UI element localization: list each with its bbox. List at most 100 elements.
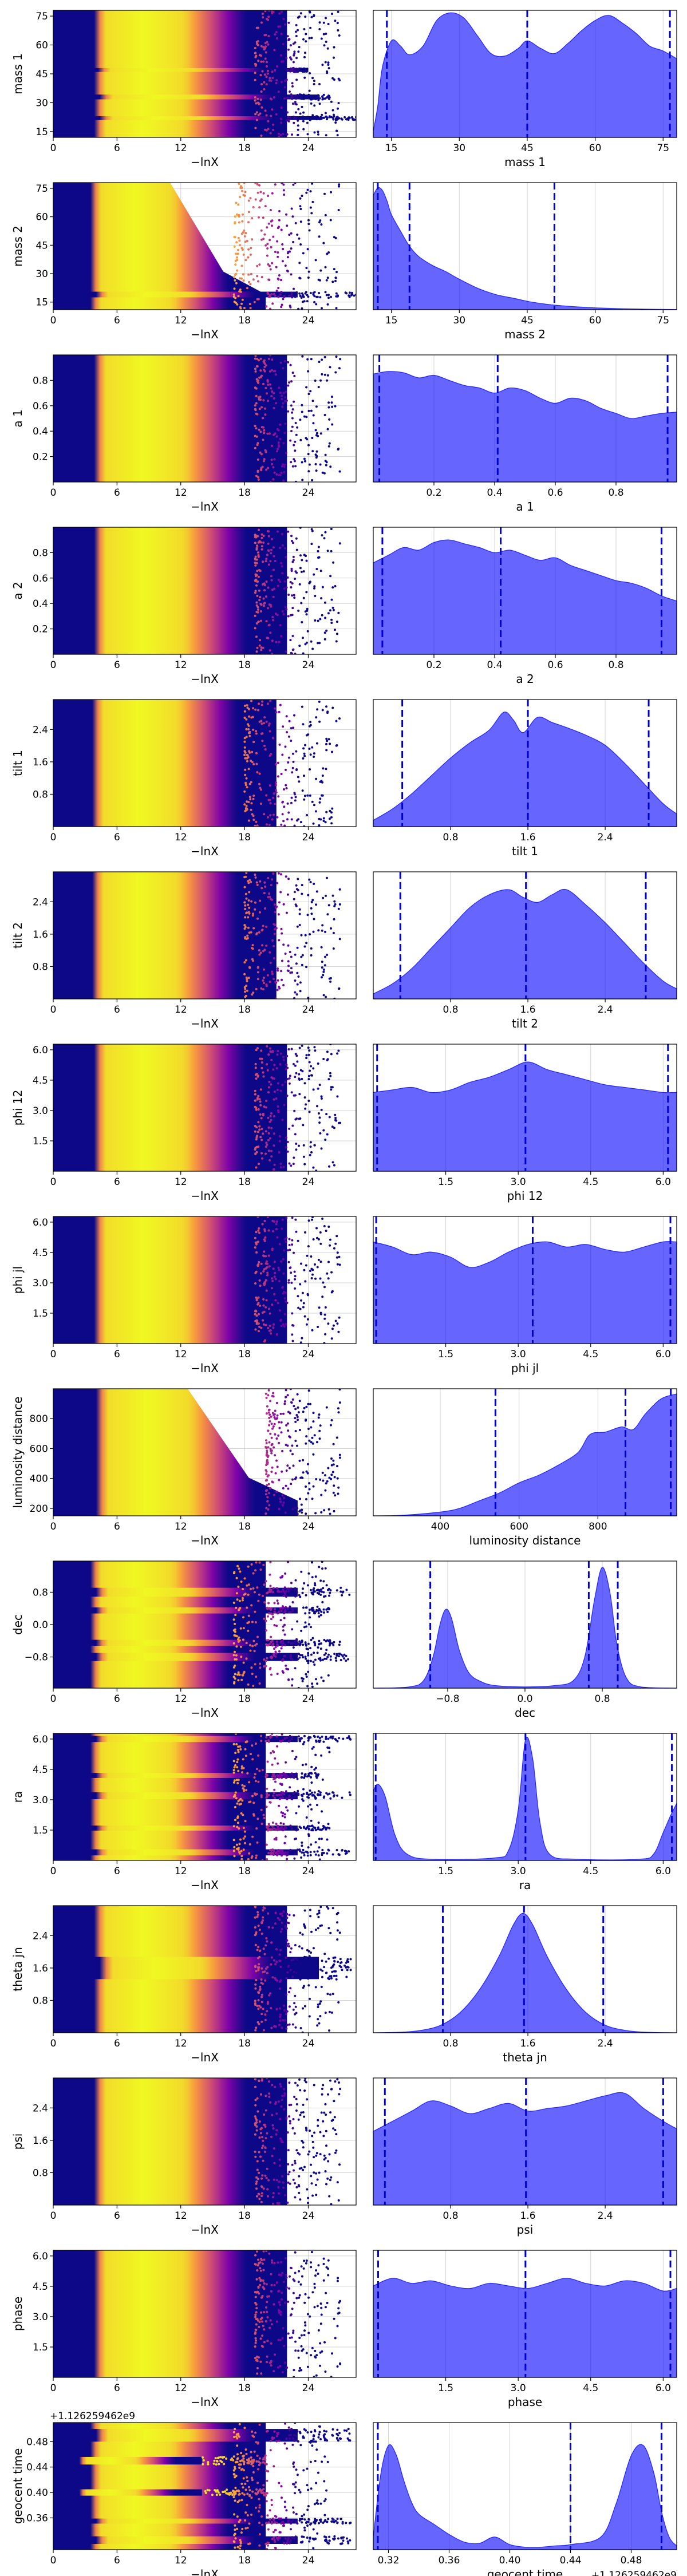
x-tick-label: 800 — [589, 1521, 607, 1532]
sample-point — [267, 1126, 270, 1129]
x-tick-label: 2.4 — [598, 2038, 613, 2049]
sample-point — [268, 2095, 271, 2098]
sample-point — [275, 1838, 278, 1841]
x-tick-label: 1.5 — [438, 1866, 453, 1877]
sample-point — [258, 720, 261, 723]
sample-point — [284, 1643, 287, 1646]
sample-point — [242, 1627, 245, 1630]
sample-point — [340, 1653, 343, 1656]
sample-point — [275, 2133, 278, 2136]
sample-point — [266, 1606, 269, 1609]
sample-point — [317, 619, 319, 622]
sample-point — [282, 442, 285, 445]
sample-point — [266, 1262, 269, 1265]
sample-point — [328, 1116, 331, 1119]
sample-point — [300, 1570, 303, 1573]
sample-point — [246, 978, 248, 981]
sample-point — [258, 1227, 260, 1230]
sample-point — [236, 303, 239, 306]
sample-point — [334, 629, 336, 631]
y-tick-label: 1.5 — [33, 1136, 48, 1147]
sample-point — [305, 1498, 307, 1500]
sample-point — [279, 361, 282, 364]
y-tick-label: 30 — [35, 97, 48, 109]
sample-point — [322, 1680, 325, 1682]
sample-point — [270, 1608, 272, 1611]
sample-point — [333, 78, 335, 81]
sample-point — [247, 732, 250, 734]
sample-point — [255, 427, 258, 430]
sample-point — [319, 2015, 322, 2017]
sample-point — [327, 1322, 330, 1325]
sample-point — [260, 453, 263, 456]
sample-point — [327, 2274, 330, 2277]
sample-point — [260, 649, 263, 651]
sample-point — [270, 459, 273, 461]
sample-point — [257, 359, 260, 362]
sample-point — [281, 1286, 283, 1289]
sample-point — [271, 2261, 273, 2264]
sample-point — [260, 1066, 263, 1069]
sample-point — [234, 221, 236, 224]
sample-point — [274, 763, 277, 766]
sample-point — [323, 1595, 325, 1598]
sample-point — [295, 1414, 298, 1416]
sample-point — [295, 24, 298, 26]
sample-point — [263, 362, 266, 365]
posterior-frame — [373, 354, 677, 483]
sample-point — [327, 1927, 330, 1930]
sample-point — [273, 1773, 275, 1776]
sample-point — [297, 1306, 300, 1309]
sample-point — [262, 968, 265, 971]
sample-point — [234, 1791, 237, 1794]
sample-point — [256, 458, 259, 461]
sample-point — [245, 777, 248, 780]
x-tick-label: 24 — [302, 832, 315, 843]
sample-point — [266, 1496, 269, 1499]
sample-point — [274, 1299, 277, 1302]
sample-point — [314, 116, 317, 118]
sample-point — [338, 2163, 341, 2166]
sample-point — [281, 243, 284, 246]
sample-point — [248, 734, 251, 737]
sample-point — [282, 367, 285, 370]
sample-point — [290, 535, 293, 538]
sample-point — [290, 404, 293, 407]
sample-point — [288, 234, 291, 236]
sample-point — [257, 1108, 260, 1111]
sample-point — [265, 720, 268, 723]
sample-point — [308, 1955, 311, 1958]
sample-point — [327, 294, 330, 297]
sample-point — [330, 396, 333, 398]
sample-point — [233, 1766, 236, 1769]
sample-point — [248, 783, 251, 785]
sample-point — [313, 918, 315, 920]
posterior-panel: 0.2 0.4 0.6 0.8a 2 — [373, 527, 677, 686]
sample-point — [280, 1610, 283, 1613]
posterior-density-area — [373, 1913, 677, 2033]
sample-point — [237, 1769, 240, 1772]
sample-point — [323, 1342, 326, 1344]
sample-point — [314, 1575, 317, 1578]
sample-point — [295, 433, 298, 436]
sample-point — [327, 1226, 330, 1228]
sample-point — [258, 589, 260, 592]
sample-point — [315, 1773, 318, 1776]
sample-point — [277, 1589, 279, 1592]
sample-point — [273, 1494, 275, 1496]
trace-x-axis-label: −lnX — [191, 155, 219, 169]
sample-point — [235, 282, 238, 285]
sample-point — [278, 1980, 281, 1983]
sample-point — [246, 704, 248, 707]
sample-point — [265, 1260, 268, 1263]
sample-point — [315, 2152, 318, 2155]
sample-point — [244, 781, 247, 784]
sample-point — [256, 544, 259, 547]
y-tick-label: 15 — [35, 297, 48, 309]
sample-point — [317, 1258, 320, 1261]
sample-point — [240, 1855, 243, 1858]
x-tick-label: 0.2 — [426, 487, 441, 499]
sample-point — [275, 2112, 278, 2115]
